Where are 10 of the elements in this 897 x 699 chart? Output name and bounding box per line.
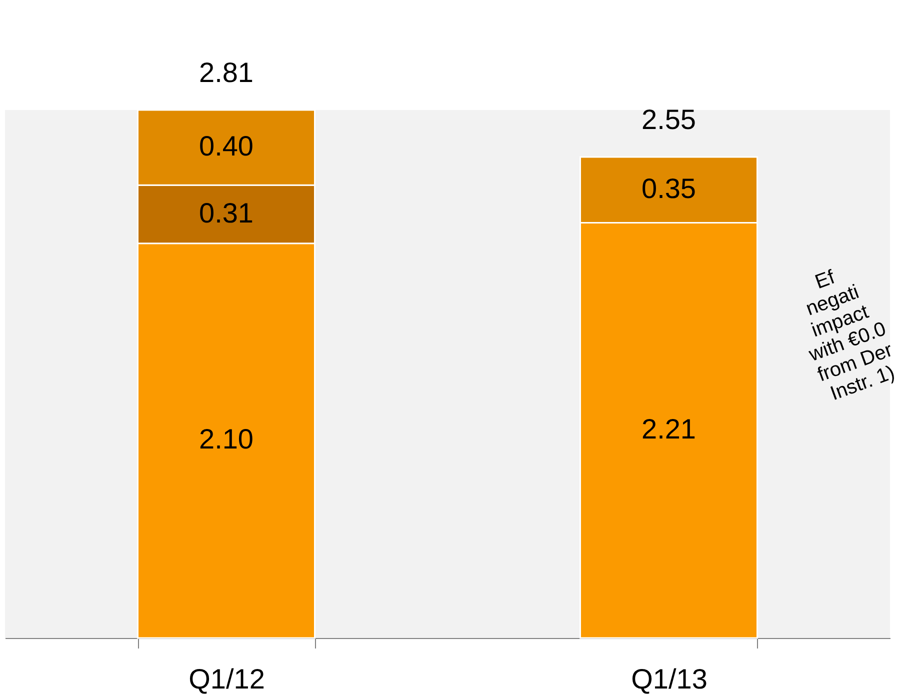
x-tick-label: Q1/12 <box>188 664 265 694</box>
x-tick-label: Q1/13 <box>631 664 708 694</box>
total-label: 2.81 <box>199 57 254 88</box>
data-label: 2.21 <box>642 413 696 444</box>
data-label: 2.10 <box>199 424 254 455</box>
data-label: 0.31 <box>199 197 254 228</box>
data-label: 0.35 <box>642 172 696 204</box>
total-label: 2.55 <box>642 104 696 135</box>
data-label: 0.40 <box>199 130 254 162</box>
annotation: Ef negati impact with €0.0 from Der Instr. 1) <box>803 266 897 406</box>
